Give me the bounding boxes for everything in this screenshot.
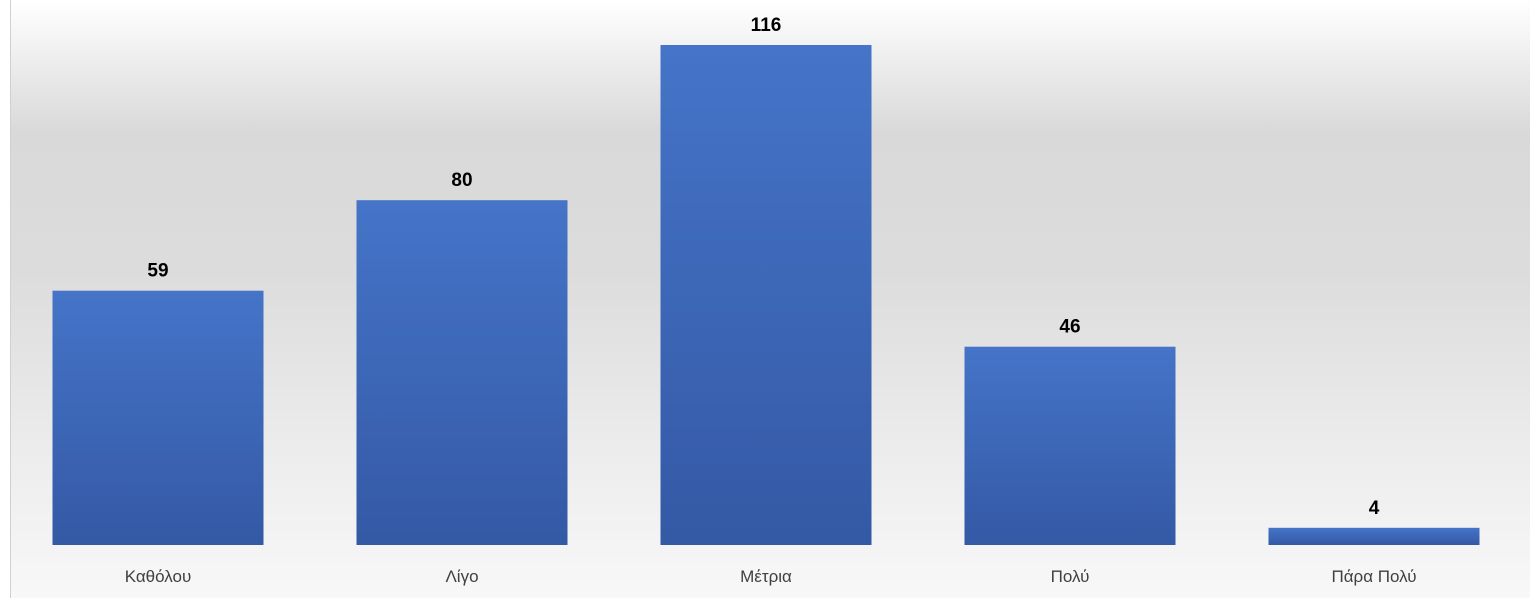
bar-4 bbox=[964, 346, 1176, 545]
bar-3 bbox=[660, 45, 872, 545]
bars-group bbox=[52, 45, 1480, 545]
bar-2 bbox=[356, 200, 568, 545]
bar-1 bbox=[52, 290, 264, 545]
category-label-4: Πολύ bbox=[1051, 567, 1090, 586]
category-label-3: Μέτρια bbox=[740, 567, 792, 586]
category-label-1: Καθόλου bbox=[125, 567, 192, 586]
value-label-3: 116 bbox=[751, 15, 782, 36]
value-label-4: 46 bbox=[1059, 317, 1080, 338]
value-labels-group: 59 80 116 46 4 bbox=[147, 15, 1379, 519]
bar-5 bbox=[1268, 527, 1480, 545]
category-label-5: Πάρα Πολύ bbox=[1331, 567, 1416, 586]
value-label-2: 80 bbox=[451, 170, 472, 191]
value-label-1: 59 bbox=[147, 261, 168, 282]
category-labels-group: Καθόλου Λίγο Μέτρια Πολύ Πάρα Πολύ bbox=[125, 567, 1417, 586]
value-label-5: 4 bbox=[1369, 498, 1380, 519]
category-label-2: Λίγο bbox=[445, 567, 478, 586]
